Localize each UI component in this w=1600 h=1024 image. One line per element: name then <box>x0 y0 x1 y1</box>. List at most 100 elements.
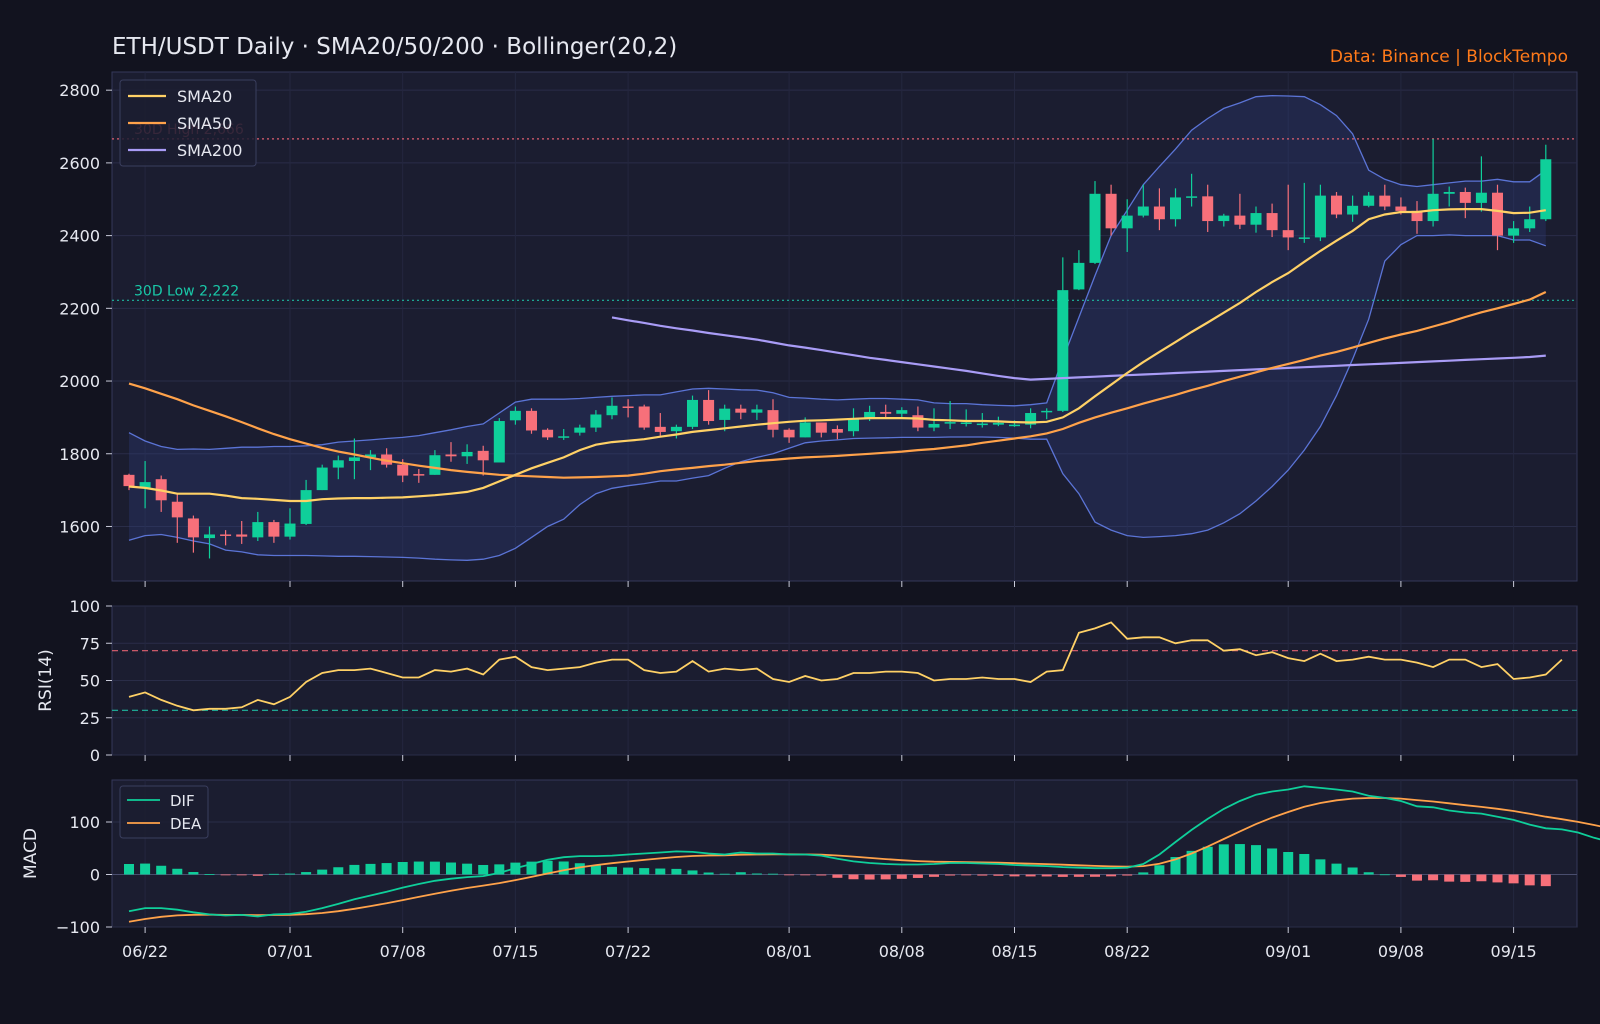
candle-body <box>1186 196 1198 198</box>
legend-item-label: SMA200 <box>177 141 242 160</box>
y-tick-label: 2600 <box>59 154 100 173</box>
candle-body <box>928 423 940 428</box>
macd-histogram-bar <box>333 867 344 875</box>
macd-histogram-bar <box>816 874 827 876</box>
candle-body <box>1411 210 1423 222</box>
candle-body <box>622 406 634 408</box>
candle-body <box>1379 195 1391 207</box>
candle-body <box>1153 206 1165 220</box>
candle-body <box>848 418 859 432</box>
y-tick-label: 50 <box>80 672 100 691</box>
legend-item-label: DEA <box>170 815 202 833</box>
macd-histogram-bar <box>1395 874 1406 877</box>
macd-histogram-bar <box>413 861 424 875</box>
macd-histogram-bar <box>268 873 279 875</box>
candle-body <box>1443 191 1455 194</box>
candle-body <box>1089 193 1101 263</box>
y-tick-label: 2400 <box>59 227 100 246</box>
candle-body <box>461 451 473 457</box>
macd-histogram-bar <box>494 864 505 875</box>
macd-histogram-bar <box>156 865 167 875</box>
x-tick-label: 07/01 <box>267 942 313 961</box>
candle-body <box>1508 228 1520 236</box>
macd-histogram-bar <box>1428 874 1439 881</box>
x-tick-label: 09/01 <box>1265 942 1311 961</box>
macd-histogram-bar <box>1186 850 1197 875</box>
sma50-line <box>128 291 1547 479</box>
macd-histogram-bar <box>1073 874 1084 877</box>
macd-histogram-bar <box>1347 867 1358 875</box>
candle-body <box>1524 219 1536 229</box>
macd-histogram-bar <box>381 863 392 875</box>
candle-body <box>171 501 183 518</box>
y-tick-label: 0 <box>90 866 100 885</box>
candle-body <box>1041 410 1053 413</box>
legend-item-label: DIF <box>170 792 195 810</box>
y-tick-label: 1800 <box>59 445 100 464</box>
macd-histogram-bar <box>1057 874 1068 877</box>
macd-histogram-bar <box>961 874 972 876</box>
candle-body <box>397 464 409 476</box>
macd-histogram-bar <box>929 874 939 877</box>
macd-histogram-bar <box>832 874 843 878</box>
sma200-line <box>611 316 1546 381</box>
macd-histogram-bar <box>349 864 360 875</box>
macd-histogram-bar <box>397 861 408 875</box>
candle-body <box>1492 192 1503 236</box>
macd-histogram-bar <box>1106 874 1117 877</box>
candle-body <box>606 405 618 416</box>
macd-histogram-bar <box>574 863 585 875</box>
chart-title: ETH/USDT Daily · SMA20/50/200 · Bollinge… <box>112 34 677 60</box>
legend-box <box>119 79 257 167</box>
price-legend: SMA20 SMA50 SMA200 <box>119 79 257 167</box>
candle-body <box>1170 197 1181 220</box>
candle-body <box>558 436 570 438</box>
macd-histogram-bar <box>623 867 634 875</box>
candle-body <box>687 399 698 427</box>
macd-histogram-bar <box>768 873 778 875</box>
macd-histogram-bar <box>1122 874 1133 876</box>
candle-body <box>1331 195 1342 215</box>
candle-body <box>574 427 586 433</box>
macd-histogram-bar <box>1460 874 1471 882</box>
macd-histogram-bar <box>993 874 1004 876</box>
candle-body <box>912 415 924 428</box>
macd-histogram-bar <box>1444 874 1455 882</box>
dif-line <box>128 785 1600 918</box>
y-tick-label: −100 <box>56 918 100 937</box>
macd-histogram-bar <box>896 874 907 879</box>
candle-body <box>1266 213 1278 231</box>
macd-histogram-bar <box>639 868 650 875</box>
candle-body <box>735 408 747 413</box>
macd-panel: −100 0 100 MACD DIF DEA 06/22 07/01 07/08 07/15 07… <box>21 779 1600 961</box>
bollinger-upper-line <box>128 94 1547 451</box>
candle-body <box>751 409 763 413</box>
candle-body <box>381 454 393 465</box>
macd-histogram-bar <box>912 874 923 878</box>
candle-body <box>236 534 248 537</box>
macd-histogram-bar <box>1025 874 1036 877</box>
candle-body <box>284 523 296 537</box>
macd-histogram-bar <box>1476 874 1487 882</box>
macd-histogram-bar <box>317 869 328 875</box>
candle-body <box>767 410 779 430</box>
candle-body <box>316 467 328 491</box>
macd-histogram-bar <box>1041 874 1052 877</box>
macd-axis-label: MACD <box>21 828 41 879</box>
candle-body <box>1540 159 1552 220</box>
macd-histogram-bar <box>590 865 601 875</box>
dea-line <box>128 797 1600 923</box>
x-tick-label: 06/22 <box>122 942 168 961</box>
candle-body <box>880 411 892 414</box>
macd-histogram-bar <box>1170 857 1181 875</box>
candle-body <box>670 426 682 432</box>
macd-histogram-bar <box>880 874 891 880</box>
x-tick-label: 07/22 <box>605 942 651 961</box>
y-tick-label: 75 <box>80 634 100 653</box>
low-30d-label: 30D Low 2,222 <box>134 283 239 299</box>
candle-body <box>1298 237 1310 239</box>
y-tick-label: 2000 <box>59 372 100 391</box>
candle-body <box>960 422 972 424</box>
